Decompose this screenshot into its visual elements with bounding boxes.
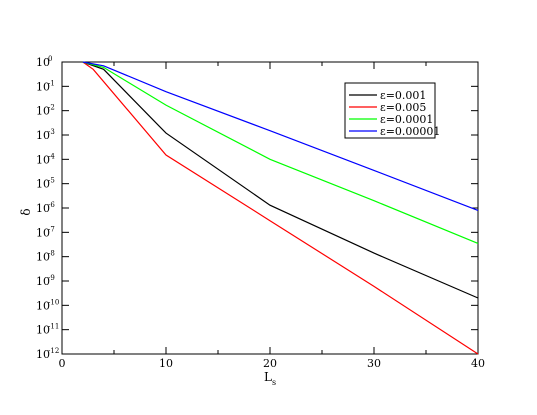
y-tick-label: 10	[36, 80, 50, 93]
series-line-3	[82, 61, 479, 211]
y-tick-exponent: -3	[48, 128, 55, 136]
y-tick-exponent: -2	[48, 104, 55, 112]
y-tick-label: 10	[36, 178, 50, 191]
x-axis-title-subscript: s	[272, 378, 276, 387]
y-tick-exponent: -12	[48, 347, 59, 355]
y-tick-label: 10	[36, 226, 50, 239]
y-tick-label: 10	[36, 129, 50, 142]
y-tick-label: 10	[36, 251, 50, 264]
series-line-1	[82, 61, 479, 355]
y-tick-exponent: -10	[48, 298, 59, 306]
y-tick-exponent: -6	[48, 201, 55, 209]
legend-label-0: ε=0.001	[380, 89, 426, 102]
y-tick-exponent: -11	[48, 323, 59, 331]
y-tick-exponent: -9	[48, 274, 55, 282]
y-tick-exponent: -1	[48, 79, 55, 87]
x-tick-label: 10	[159, 357, 173, 370]
series-layer	[82, 61, 479, 355]
y-tick-label: 10	[36, 348, 50, 361]
legend-label-1: ε=0.005	[380, 101, 426, 114]
y-tick-exponent: -4	[48, 152, 55, 160]
y-tick-exponent: -5	[48, 177, 55, 185]
y-tick-exponent: -7	[48, 225, 55, 233]
ticks: 0 10 20 30 4010010-110-210-310-410-510-610-7…	[36, 55, 485, 370]
x-axis-title: Ls	[264, 370, 276, 387]
x-tick-label: 30	[367, 357, 381, 370]
y-tick-exponent: 0	[48, 55, 52, 63]
y-tick-label: 10	[36, 324, 50, 337]
x-tick-label: 0	[59, 357, 66, 370]
y-tick-label: 10	[36, 56, 50, 69]
x-tick-label: 20	[263, 357, 277, 370]
x-tick-label: 40	[471, 357, 485, 370]
y-tick-label: 10	[36, 202, 50, 215]
series-line-2	[82, 61, 479, 244]
y-tick-label: 10	[36, 275, 50, 288]
series-line-0	[82, 61, 479, 299]
legend-label-3: ε=0.00001	[380, 125, 440, 138]
y-tick-label: 10	[36, 153, 50, 166]
legend-box	[344, 82, 436, 139]
y-axis-title: δ	[19, 208, 33, 215]
y-tick-exponent: -8	[48, 250, 55, 258]
y-tick-label: 10	[36, 299, 50, 312]
legend-label-2: ε=0.0001	[380, 113, 433, 126]
y-tick-label: 10	[36, 105, 50, 118]
